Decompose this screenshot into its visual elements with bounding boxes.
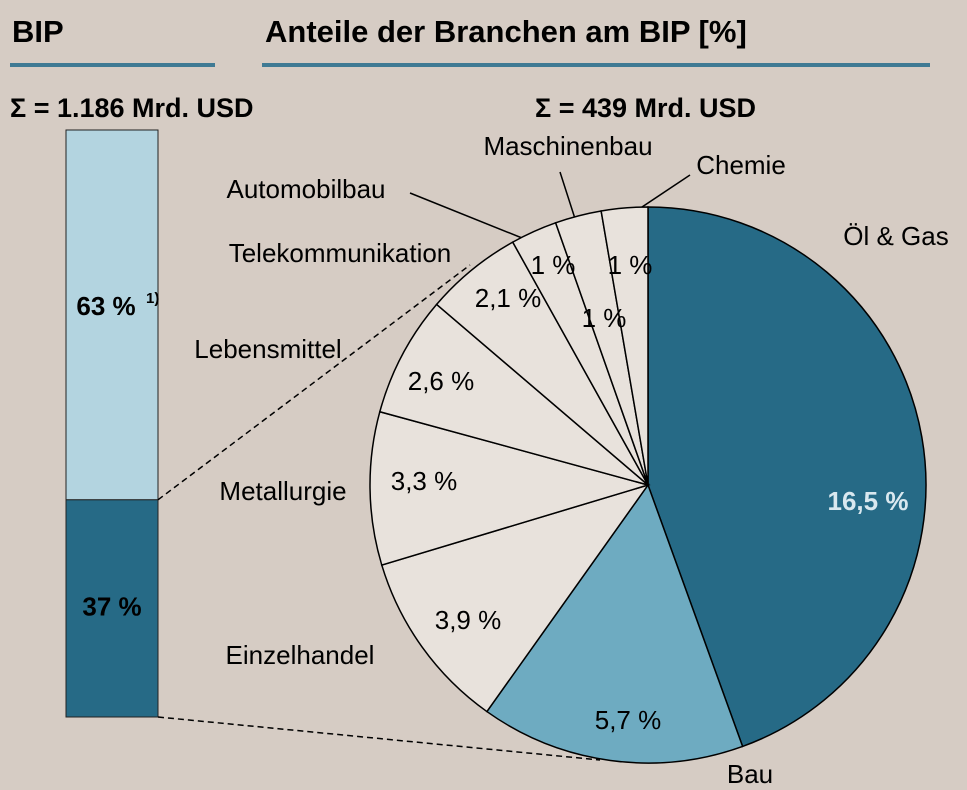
pie-slice xyxy=(378,303,649,486)
slice-value-label: 5,7 % xyxy=(595,705,662,735)
bar-segment xyxy=(65,129,159,501)
category-label: Maschinenbau xyxy=(483,131,652,161)
slice-value-label: 1 % xyxy=(608,250,653,280)
slice-value-label: 3,3 % xyxy=(391,466,458,496)
slice-value-label: 16,5 % xyxy=(828,486,909,516)
pie-slice xyxy=(369,410,651,566)
category-label: Automobilbau xyxy=(227,174,386,204)
category-label: Lebensmittel xyxy=(194,334,341,364)
connector xyxy=(157,264,471,501)
footnote-marker: 1) xyxy=(146,290,159,307)
category-label: Telekommunikation xyxy=(229,238,452,268)
category-label: Metallurgie xyxy=(219,476,346,506)
slice-value-label: 1 % xyxy=(582,303,627,333)
category-label: Chemie xyxy=(696,150,786,180)
category-label: Einzelhandel xyxy=(226,640,375,670)
slice-value-label: 3,9 % xyxy=(435,605,502,635)
bar-segment xyxy=(65,499,159,718)
category-label: Öl & Gas xyxy=(843,221,948,251)
pie-slice xyxy=(380,483,650,713)
connector xyxy=(157,716,601,761)
slice-value-label: 2,1 % xyxy=(475,283,542,313)
pie-title: Anteile der Branchen am BIP [%] xyxy=(265,14,747,49)
pie-slice xyxy=(647,206,927,748)
pie-slice xyxy=(485,483,744,764)
slice-value-label: 1 % xyxy=(531,250,576,280)
bar-value-label: 63 % xyxy=(76,291,135,321)
pie-slice xyxy=(600,206,649,486)
slice-value-label: 2,6 % xyxy=(408,366,475,396)
bar-subtitle: Σ = 1.186 Mrd. USD xyxy=(10,93,254,123)
bar-title: BIP xyxy=(12,14,64,49)
pie-subtitle: Σ = 439 Mrd. USD xyxy=(535,93,756,123)
bar-value-label: 37 % xyxy=(82,591,141,621)
category-label: Bau xyxy=(727,759,773,789)
